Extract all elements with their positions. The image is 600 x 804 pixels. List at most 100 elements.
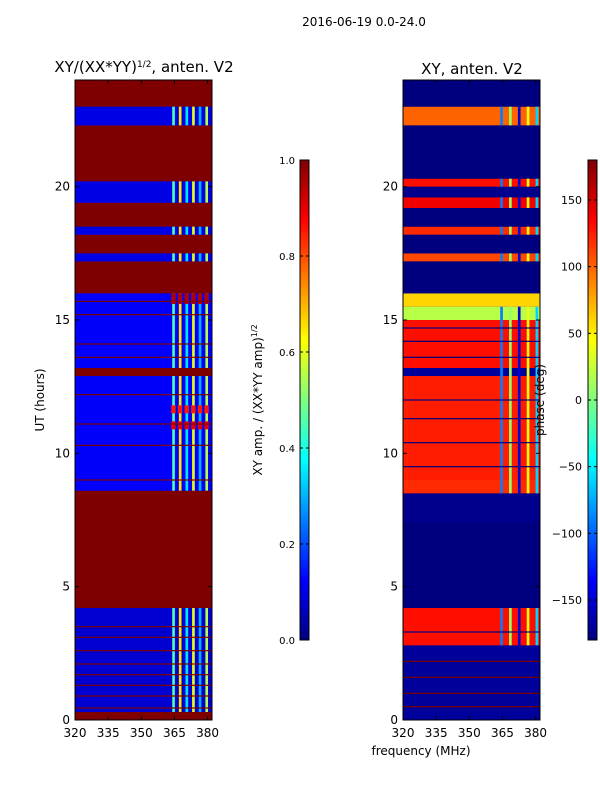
amp-colorbar-tick-label: 0.4 <box>279 444 295 455</box>
phase-time-band <box>403 368 540 376</box>
amp-high-line <box>75 343 212 345</box>
phase-time-band <box>403 522 540 608</box>
amp-high-line <box>75 626 212 628</box>
amp-high-line <box>75 394 212 396</box>
amp-feature-column <box>172 608 175 712</box>
amp-feature-column <box>178 106 182 126</box>
amp-feature-column <box>192 376 195 491</box>
phase-feature-column <box>526 226 530 235</box>
amp-feature-column <box>205 181 209 203</box>
figure-suptitle: 2016-06-19 0.0-24.0 <box>302 15 426 29</box>
amp-feature-column <box>178 253 182 262</box>
phase-feature-column <box>517 226 521 235</box>
amp-feature-hotspot <box>171 421 176 430</box>
amp-feature-column <box>205 226 209 235</box>
amp-high-line <box>75 684 212 686</box>
amp-time-band <box>75 368 212 376</box>
amp-feature-column <box>185 293 189 368</box>
phase-low-line <box>403 327 540 329</box>
amp-feature-column <box>192 293 195 368</box>
phase-time-band <box>403 306 540 320</box>
phase-panel: XY, anten. V2 320 335 350 365 380 0 5 10 15 20 <box>383 60 547 740</box>
amp-colorbar-tick-label: 0.0 <box>279 636 295 647</box>
amp-feature-column <box>172 181 175 203</box>
phase-feature-column <box>517 253 521 262</box>
amp-colorbar-ticks: 0.0 0.2 0.4 0.6 0.8 1.0 <box>279 156 309 647</box>
phase-time-band <box>403 261 540 294</box>
phase-high-line <box>403 692 540 694</box>
phase-feature-column <box>509 608 512 646</box>
phase-feature-column <box>517 608 521 646</box>
phase-feature-column <box>517 197 521 208</box>
amp-feature-column <box>198 293 202 368</box>
phase-time-band <box>403 253 540 262</box>
amp-time-band <box>75 490 212 608</box>
amp-panel-title: XY/(XX*YY)1/2, anten. V2 <box>54 58 233 76</box>
phase-feature-column <box>535 106 539 126</box>
amp-feature-column <box>185 106 189 126</box>
phase-feature-column <box>526 106 530 126</box>
amp-feature-column <box>198 376 202 491</box>
phase-time-band <box>403 608 540 646</box>
phase-colorbar-tick-label: −150 <box>552 594 582 607</box>
phase-y-tick-label: 0 <box>390 713 398 727</box>
amp-high-line <box>75 300 212 302</box>
phase-low-line <box>403 442 540 444</box>
phase-feature-column <box>526 197 530 208</box>
amp-high-line <box>75 423 212 425</box>
amp-feature-hotspot <box>197 405 203 414</box>
phase-time-band <box>403 208 540 227</box>
amp-time-band <box>75 226 212 235</box>
amp-colorbar-tick-label: 0.6 <box>279 348 295 359</box>
amp-feature-hotspot <box>197 421 203 430</box>
amp-feature-column <box>192 106 195 126</box>
phase-feature-column <box>509 253 512 262</box>
phase-low-line <box>403 418 540 420</box>
phase-feature-column <box>509 178 512 187</box>
phase-feature-column <box>526 253 530 262</box>
phase-feature-column <box>535 226 539 235</box>
amp-high-line <box>75 218 212 220</box>
phase-colorbar: −150 −100 −50 0 50 100 150 phase (deg) <box>533 159 598 641</box>
phase-high-line <box>403 660 540 662</box>
phase-colorbar-tick-label: −50 <box>559 461 582 474</box>
amp-feature-hotspot <box>171 293 176 304</box>
amp-feature-column <box>172 293 175 368</box>
phase-feature-column <box>500 253 503 262</box>
amp-time-band <box>75 106 212 126</box>
amp-high-line <box>75 674 212 676</box>
phase-colorbar-tick-label: 100 <box>561 261 582 274</box>
phase-feature-column <box>517 106 521 126</box>
amplitude-panel: XY/(XX*YY)1/2, anten. V2 320 335 350 365 380… <box>33 58 234 740</box>
amp-feature-column <box>172 253 175 262</box>
amp-feature-column <box>205 608 209 712</box>
phase-feature-column <box>509 106 512 126</box>
amp-x-axis: 320 335 350 365 380 <box>64 80 219 740</box>
phase-y-tick-label: 15 <box>383 313 398 327</box>
amp-high-line <box>75 663 212 665</box>
amp-colorbar-tick-label: 1.0 <box>279 156 295 167</box>
phase-low-line <box>403 466 540 468</box>
amp-feature-column <box>178 293 182 368</box>
phase-y-tick-label: 20 <box>383 180 398 194</box>
phase-feature-column <box>509 226 512 235</box>
phase-colorbar-ticks: −150 −100 −50 0 50 100 150 <box>552 194 597 607</box>
phase-time-band <box>403 125 540 179</box>
amp-feature-column <box>205 106 209 126</box>
amp-high-line <box>75 479 212 481</box>
amp-feature-hotspot <box>177 405 183 414</box>
phase-y-tick-label: 10 <box>383 446 398 460</box>
amp-colorbar-label: XY amp. / (XX*YY amp)1/2 <box>250 324 265 475</box>
amp-time-band <box>75 202 212 227</box>
amp-feature-column <box>185 608 189 712</box>
amp-high-line <box>75 314 212 316</box>
amp-y-tick-label: 15 <box>55 313 70 327</box>
amp-high-line <box>75 524 212 526</box>
amp-feature-column <box>178 181 182 203</box>
amp-feature-column <box>172 106 175 126</box>
phase-feature-column <box>500 226 503 235</box>
phase-feature-column <box>500 197 503 208</box>
amp-feature-hotspot <box>184 421 189 430</box>
amp-feature-column <box>205 293 209 368</box>
amp-feature-column <box>192 253 195 262</box>
